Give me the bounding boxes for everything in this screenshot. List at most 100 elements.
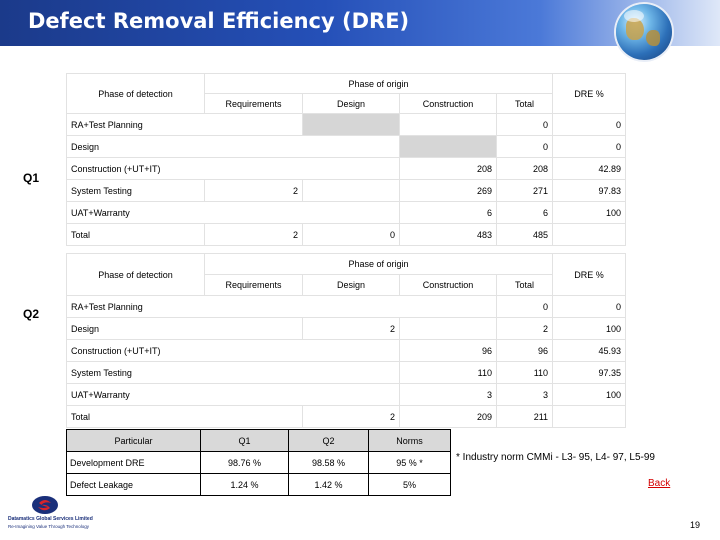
summary-q1-cell: 1.24 % (200, 473, 289, 496)
dre-cell: 100 (552, 201, 627, 224)
table-row: RA+Test Planning 0 0 (66, 113, 627, 136)
back-link[interactable]: Back (648, 478, 671, 489)
phase-cell: UAT+Warranty (66, 201, 400, 224)
phase-cell: System Testing (66, 361, 400, 384)
construction-cell: 110 (399, 361, 497, 384)
title-bar: Defect Removal Efficiency (DRE) (0, 0, 720, 46)
total-cell: 0 (495, 113, 554, 136)
dre-cell: 45.93 (552, 339, 627, 362)
total-cell: 485 (495, 223, 554, 246)
phase-cell: RA+Test Planning (66, 295, 497, 318)
dre-cell: 0 (552, 295, 627, 318)
construction-cell: 208 (399, 157, 497, 180)
gray-cell (399, 135, 497, 158)
design-cell: 2 (302, 317, 400, 340)
table-row: RA+Test Planning 0 0 (66, 295, 627, 318)
table-row: UAT+Warranty 6 6 100 (66, 201, 627, 224)
table-row: Design 0 0 (66, 135, 627, 158)
dre-cell (552, 223, 627, 246)
gray-cell (302, 113, 400, 136)
total-cell: 110 (495, 361, 554, 384)
table-row: System Testing 2 269 271 97.83 (66, 179, 627, 202)
phase-cell: Construction (+UT+IT) (66, 157, 400, 180)
table-row: Development DRE 98.76 % 98.58 % 95 % * (66, 451, 451, 474)
dre-cell: 97.35 (552, 361, 627, 384)
summary-header-q1: Q1 (200, 429, 289, 452)
phase-cell: Total (66, 223, 205, 246)
phase-cell: Design (66, 135, 400, 158)
construction-cell: 96 (399, 339, 497, 362)
construction-cell: 209 (399, 405, 497, 428)
phase-cell: System Testing (66, 179, 205, 202)
globe-icon (616, 4, 672, 60)
phase-cell: Design (66, 317, 303, 340)
construction-cell: 6 (399, 201, 497, 224)
q1-dre-table: Phase of detection Phase of origin DRE %… (66, 73, 627, 246)
table-row: Defect Leakage 1.24 % 1.42 % 5% (66, 473, 451, 496)
dre-cell: 0 (552, 113, 627, 136)
q2-dre-header: DRE % (552, 253, 627, 296)
construction-cell (399, 113, 497, 136)
q1-phase-origin-header: Phase of origin (203, 73, 554, 94)
q2-col-requirements: Requirements (204, 274, 303, 296)
table-row: Total 2 0 483 485 (66, 223, 627, 246)
q1-col-design: Design (302, 93, 400, 114)
dre-cell: 100 (552, 317, 627, 340)
total-cell: 0 (495, 135, 554, 158)
page-number: 19 (690, 520, 701, 530)
total-cell: 0 (495, 295, 554, 318)
summary-header-q2: Q2 (288, 429, 369, 452)
total-cell: 2 (495, 317, 554, 340)
dre-cell: 42.89 (552, 157, 627, 180)
total-cell: 211 (495, 405, 554, 428)
summary-norms-cell: 5% (368, 473, 451, 496)
design-cell: 2 (302, 405, 400, 428)
logo-company-name: Datamatics Global Services Limited (8, 516, 93, 522)
summary-particular-cell: Defect Leakage (66, 473, 201, 496)
q2-phase-origin-header: Phase of origin (203, 253, 554, 275)
phase-cell: Construction (+UT+IT) (66, 339, 400, 362)
table-row: Design 2 2 100 (66, 317, 627, 340)
total-cell: 96 (495, 339, 554, 362)
summary-header-row: Particular Q1 Q2 Norms (66, 429, 451, 452)
dre-cell (552, 405, 627, 428)
total-cell: 6 (495, 201, 554, 224)
phase-cell: Total (66, 405, 303, 428)
design-cell: 0 (302, 223, 400, 246)
q1-label: Q1 (23, 171, 40, 185)
total-cell: 271 (495, 179, 554, 202)
design-cell (302, 179, 400, 202)
q2-col-design: Design (302, 274, 400, 296)
dre-cell: 100 (552, 383, 627, 406)
construction-cell: 269 (399, 179, 497, 202)
q2-label: Q2 (23, 307, 40, 321)
dre-cell: 0 (552, 135, 627, 158)
logo-tagline: Re-Imagining Value Through Technology (8, 524, 90, 529)
company-logo: Datamatics Global Services Limited Re-Im… (8, 494, 128, 536)
q1-col-requirements: Requirements (204, 93, 303, 114)
summary-q1-cell: 98.76 % (200, 451, 289, 474)
summary-header-particular: Particular (66, 429, 201, 452)
total-cell: 3 (495, 383, 554, 406)
q2-dre-table: Phase of detection Phase of origin DRE %… (66, 253, 627, 428)
q1-phase-detection-header: Phase of detection (66, 73, 205, 114)
q2-col-total: Total (495, 274, 554, 296)
q1-col-total: Total (495, 93, 554, 114)
construction-cell: 3 (399, 383, 497, 406)
q1-col-construction: Construction (399, 93, 497, 114)
q1-dre-header: DRE % (552, 73, 627, 114)
summary-header-norms: Norms (368, 429, 451, 452)
q2-col-construction: Construction (399, 274, 497, 296)
phase-cell: UAT+Warranty (66, 383, 400, 406)
requirements-cell: 2 (204, 179, 303, 202)
table-row: System Testing 110 110 97.35 (66, 361, 627, 384)
dre-cell: 97.83 (552, 179, 627, 202)
construction-cell (399, 317, 497, 340)
logo-mark-icon (32, 496, 58, 514)
total-cell: 208 (495, 157, 554, 180)
industry-norm-note: * Industry norm CMMi - L3- 95, L4- 97, L… (456, 452, 655, 463)
construction-cell: 483 (399, 223, 497, 246)
table-row: Total 2 209 211 (66, 405, 627, 428)
summary-table: Particular Q1 Q2 Norms Development DRE 9… (66, 429, 451, 496)
table-row: UAT+Warranty 3 3 100 (66, 383, 627, 406)
